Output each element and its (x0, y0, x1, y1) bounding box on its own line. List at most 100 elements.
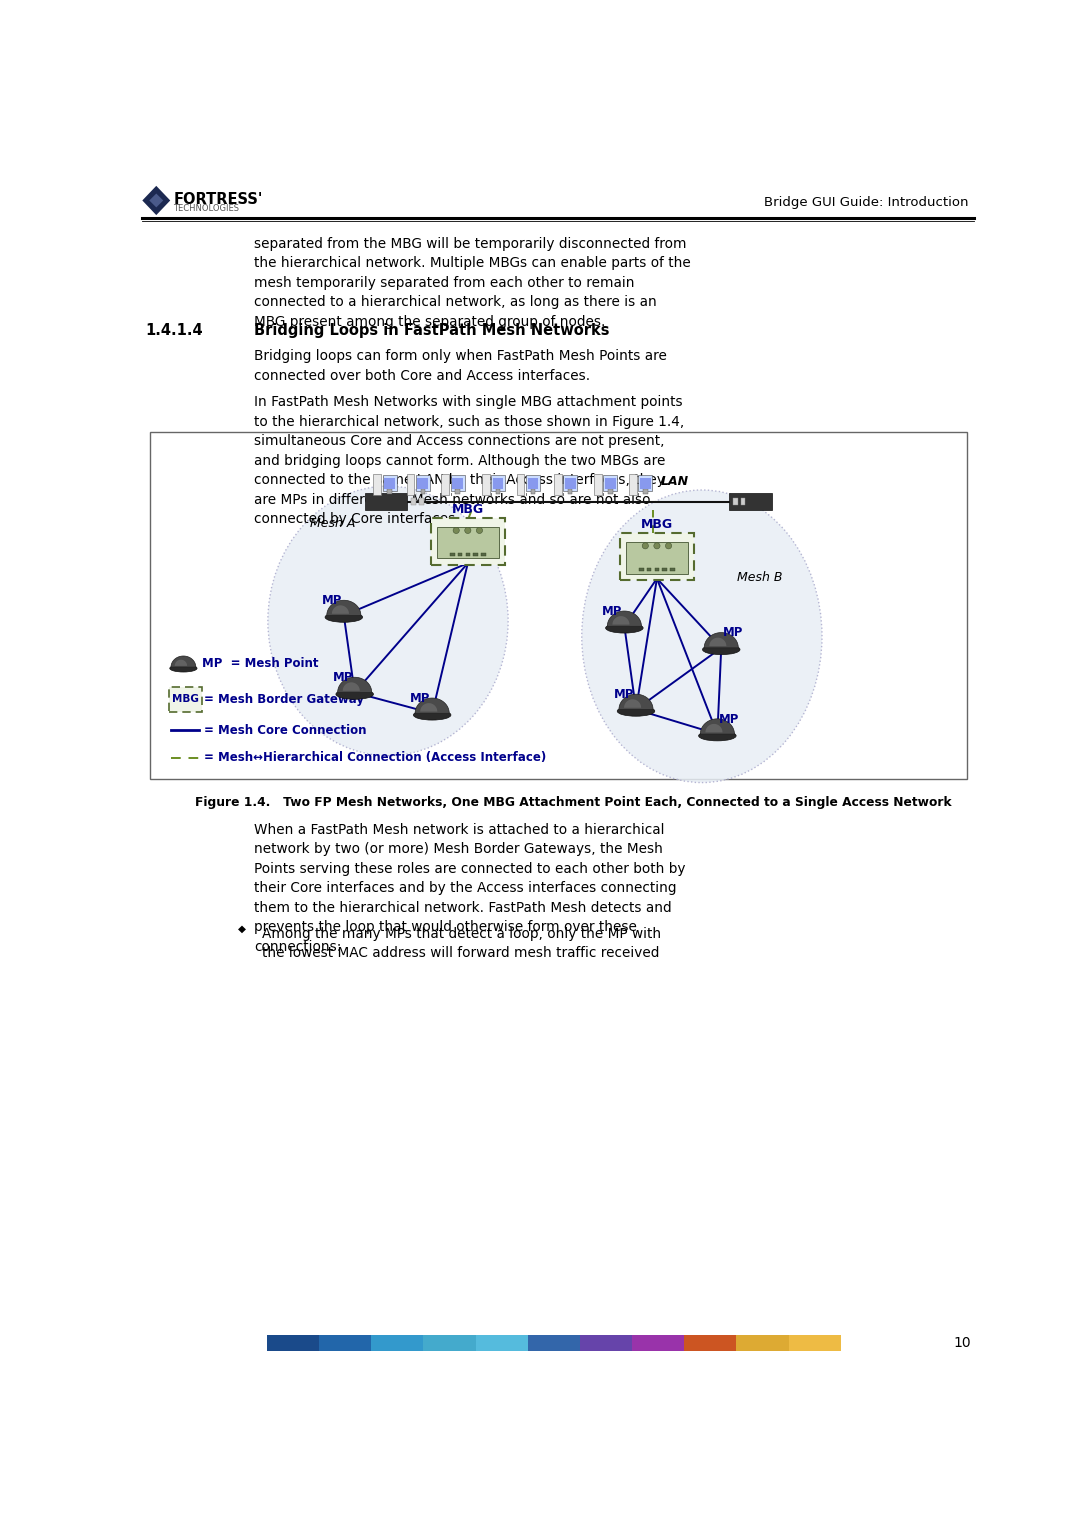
Bar (516, 474, 525, 495)
Bar (267, 1336, 319, 1351)
Ellipse shape (653, 542, 660, 548)
Bar (450, 553, 454, 556)
Text: MBG: MBG (640, 518, 673, 532)
Text: MP: MP (719, 713, 739, 725)
Polygon shape (709, 638, 726, 646)
Polygon shape (171, 656, 196, 667)
Bar (452, 478, 463, 489)
Text: MP: MP (614, 688, 634, 701)
Bar (492, 478, 503, 489)
Bar (629, 474, 637, 495)
Text: When a FastPath Mesh network is attached to a hierarchical
network by two (or mo: When a FastPath Mesh network is attached… (254, 822, 685, 953)
Bar (424, 1336, 476, 1351)
Bar (455, 489, 460, 493)
Text: = Mesh Core Connection: = Mesh Core Connection (205, 723, 367, 737)
Text: Bridge GUI Guide: Introduction: Bridge GUI Guide: Introduction (764, 196, 968, 209)
Bar (406, 474, 414, 495)
Polygon shape (619, 694, 653, 710)
Bar (632, 1336, 684, 1351)
Bar (412, 498, 416, 504)
Bar (481, 553, 486, 556)
Bar (670, 568, 675, 571)
Ellipse shape (453, 527, 460, 533)
Text: TECHNOLOGIES: TECHNOLOGIES (173, 204, 240, 213)
Bar (638, 475, 652, 490)
Ellipse shape (268, 486, 509, 755)
Bar (530, 489, 536, 493)
Polygon shape (332, 605, 348, 614)
Text: MP: MP (723, 626, 744, 640)
Bar (417, 478, 428, 489)
Text: = Mesh↔Hierarchical Connection (Access Interface): = Mesh↔Hierarchical Connection (Access I… (205, 751, 547, 765)
Bar (365, 493, 407, 510)
Polygon shape (420, 704, 438, 711)
Bar (374, 474, 381, 495)
Text: Bridging Loops in FastPath Mesh Networks: Bridging Loops in FastPath Mesh Networks (254, 323, 610, 338)
Ellipse shape (476, 527, 482, 533)
Ellipse shape (582, 490, 822, 783)
Bar (595, 474, 602, 495)
Ellipse shape (702, 644, 741, 655)
Bar (382, 475, 396, 490)
Ellipse shape (643, 542, 648, 548)
Text: = Mesh Border Gateway: = Mesh Border Gateway (205, 693, 365, 707)
Text: MP: MP (411, 691, 430, 705)
Text: Mesh B: Mesh B (737, 571, 782, 583)
Text: Figure 1.4.   Two FP Mesh Networks, One MBG Attachment Point Each, Connected to : Figure 1.4. Two FP Mesh Networks, One MB… (195, 795, 952, 809)
Bar (419, 498, 424, 504)
Bar (491, 475, 505, 490)
Bar (416, 475, 430, 490)
Text: Among the many MPs that detect a loop, only the MP with
the lowest MAC address w: Among the many MPs that detect a loop, o… (261, 926, 661, 959)
Bar (608, 489, 613, 493)
Bar (441, 474, 450, 495)
Bar (626, 542, 688, 574)
Polygon shape (706, 723, 722, 733)
Text: MP  = Mesh Point: MP = Mesh Point (201, 656, 318, 670)
Text: Mesh A: Mesh A (310, 516, 356, 530)
Ellipse shape (326, 612, 363, 623)
Bar (580, 1336, 632, 1351)
Ellipse shape (699, 731, 736, 740)
Bar (729, 493, 772, 510)
Bar (554, 474, 562, 495)
Bar (736, 1336, 788, 1351)
Text: MP: MP (602, 605, 623, 618)
Text: FORTRESS': FORTRESS' (173, 192, 262, 207)
Bar (420, 489, 425, 493)
Ellipse shape (465, 527, 470, 533)
Polygon shape (338, 678, 371, 693)
Bar (474, 553, 478, 556)
Bar (733, 498, 737, 504)
Bar (684, 1336, 736, 1351)
Bar (528, 1336, 580, 1351)
Ellipse shape (605, 623, 644, 634)
Bar (603, 475, 617, 490)
Ellipse shape (617, 707, 654, 716)
Polygon shape (143, 186, 170, 215)
Bar (643, 489, 648, 493)
Ellipse shape (335, 688, 374, 699)
Bar (526, 475, 540, 490)
Bar (319, 1336, 371, 1351)
Polygon shape (608, 611, 641, 626)
Text: 10: 10 (953, 1336, 970, 1351)
Bar (451, 475, 465, 490)
Polygon shape (343, 682, 359, 691)
Bar (384, 478, 395, 489)
Text: 1.4.1.4: 1.4.1.4 (146, 323, 203, 338)
Bar (567, 489, 573, 493)
Bar (563, 475, 577, 490)
Bar (150, 433, 967, 778)
Text: In FastPath Mesh Networks with single MBG attachment points
to the hierarchical : In FastPath Mesh Networks with single MB… (254, 396, 684, 527)
Text: MBG: MBG (172, 694, 199, 705)
Bar (605, 478, 616, 489)
Bar (437, 527, 499, 557)
Bar (495, 489, 500, 493)
Polygon shape (612, 617, 629, 624)
Text: Bridging loops can form only when FastPath Mesh Points are
connected over both C: Bridging loops can form only when FastPa… (254, 349, 666, 382)
Bar (662, 568, 666, 571)
Polygon shape (700, 719, 734, 734)
Polygon shape (415, 698, 450, 713)
Ellipse shape (665, 542, 672, 548)
Text: separated from the MBG will be temporarily disconnected from
the hierarchical ne: separated from the MBG will be temporari… (254, 236, 690, 329)
